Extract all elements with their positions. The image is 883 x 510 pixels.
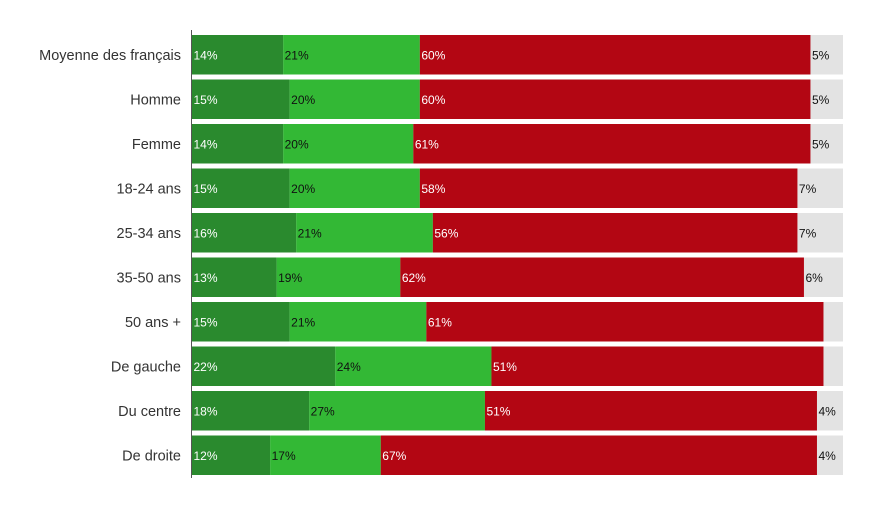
data-label: 21% (298, 226, 322, 240)
bar-segment-3 (419, 168, 798, 208)
data-label: 21% (285, 48, 309, 62)
data-label: 60% (421, 48, 445, 62)
data-label: 15% (194, 315, 218, 329)
bar-segment-3 (400, 257, 804, 297)
category-label: De gauche (111, 359, 181, 375)
category-labels-group: Moyenne des français Homme Femme 18-24 ans 2… (39, 48, 181, 465)
bar-segment-2 (270, 435, 381, 475)
bar-segment-1 (192, 391, 310, 431)
bar-segment-1 (192, 124, 284, 164)
data-label: 22% (194, 360, 218, 374)
bar-segment-1 (192, 346, 336, 386)
data-label: 6% (805, 271, 823, 285)
data-label: 24% (337, 360, 361, 374)
bar-segment-2 (283, 124, 414, 164)
data-label: 12% (194, 449, 218, 463)
category-label: Homme (130, 92, 181, 108)
bar-segment-3 (419, 35, 811, 75)
data-label: 5% (812, 137, 830, 151)
data-label: 17% (272, 449, 296, 463)
data-label: 60% (421, 93, 445, 107)
bar-segment-2 (335, 346, 492, 386)
data-label: 56% (434, 226, 458, 240)
bar-segment-2 (296, 213, 433, 253)
category-label: Du centre (118, 404, 181, 420)
category-label: 50 ans + (125, 315, 181, 331)
bar-segment-1 (192, 213, 297, 253)
bar-segment-3 (491, 346, 824, 386)
bar-segment-1 (192, 257, 277, 297)
data-label: 20% (291, 93, 315, 107)
data-label: 51% (486, 404, 510, 418)
bars-group: 14% 21% 60% 5% 15% 20% 60% 5% 14% 20% 61% 5% 15% 20% 5… (192, 35, 843, 475)
data-label: 67% (382, 449, 406, 463)
category-label: Femme (132, 137, 181, 153)
category-label: 35-50 ans (117, 270, 182, 286)
data-label: 20% (285, 137, 309, 151)
data-label: 62% (402, 271, 426, 285)
category-label: De droite (122, 448, 181, 464)
data-label: 4% (818, 449, 836, 463)
data-label: 61% (415, 137, 439, 151)
data-label: 5% (812, 48, 830, 62)
data-label: 58% (421, 182, 445, 196)
bar-segment-3 (380, 435, 817, 475)
data-label: 13% (194, 271, 218, 285)
bar-segment-3 (419, 79, 811, 119)
data-label: 14% (194, 137, 218, 151)
bar-segment-3 (484, 391, 817, 431)
data-label: 16% (194, 226, 218, 240)
data-label: 19% (278, 271, 302, 285)
data-label: 14% (194, 48, 218, 62)
data-label: 21% (291, 315, 315, 329)
bar-segment-1 (192, 435, 271, 475)
bar-segment-2 (283, 35, 420, 75)
bar-segment-1 (192, 302, 290, 342)
bar-segment-2 (289, 79, 420, 119)
bar-segment-2 (276, 257, 401, 297)
category-label: 18-24 ans (117, 181, 182, 197)
data-label: 7% (799, 182, 817, 196)
bar-segment-3 (426, 302, 824, 342)
bar-segment-3 (413, 124, 811, 164)
data-label: 20% (291, 182, 315, 196)
category-label: 25-34 ans (117, 226, 182, 242)
bar-segment-1 (192, 35, 284, 75)
bar-segment-2 (289, 168, 420, 208)
data-label: 51% (493, 360, 517, 374)
data-label: 5% (812, 93, 830, 107)
data-label: 15% (194, 93, 218, 107)
bar-segment-1 (192, 168, 290, 208)
data-label: 4% (818, 404, 836, 418)
data-label: 27% (311, 404, 335, 418)
bar-segment-2 (309, 391, 485, 431)
data-label: 61% (428, 315, 452, 329)
data-label: 18% (194, 404, 218, 418)
data-label: 7% (799, 226, 817, 240)
bar-segment-1 (192, 79, 290, 119)
category-label: Moyenne des français (39, 48, 181, 64)
bar-segment-3 (432, 213, 798, 253)
data-label: 15% (194, 182, 218, 196)
bar-segment-2 (289, 302, 427, 342)
